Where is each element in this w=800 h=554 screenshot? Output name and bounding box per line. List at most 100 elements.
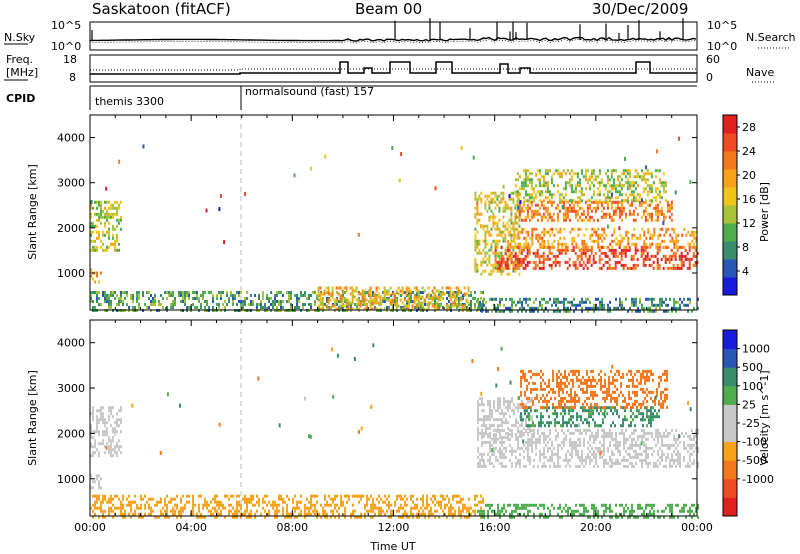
heatmap-cell [234,294,236,297]
heatmap-cell [652,196,655,200]
heatmap-cell [592,200,595,204]
heatmap-cell [585,455,587,459]
heatmap-cell [499,300,501,304]
heatmap-cell [220,297,222,300]
heatmap-cell [591,452,593,456]
heatmap-cell [448,509,450,513]
heatmap-cell [420,497,422,501]
heatmap-cell [575,464,577,468]
freq-tick-bottom: 8 [69,71,76,84]
heatmap-cell [563,437,565,441]
heatmap-cell [112,436,114,440]
heatmap-cell [491,461,493,465]
heatmap-cell [631,461,633,465]
heatmap-cell [509,437,511,441]
heatmap-cell [118,300,120,303]
heatmap-cell [387,298,390,302]
heatmap-cell [276,503,278,507]
heatmap-cell [104,494,106,498]
heatmap-cell [400,494,402,498]
heatmap-cell [525,300,527,304]
heatmap-cell [487,400,489,404]
heatmap-cell [654,409,656,413]
heatmap-cell [614,409,616,413]
heatmap-cell [401,289,404,293]
heatmap-cell [600,245,603,249]
heatmap-cell [92,503,94,507]
heatmap-cell [526,178,529,182]
heatmap-cell [504,233,507,237]
heatmap-cell [372,497,374,501]
heatmap-cell [416,497,418,501]
heatmap-cell [680,266,683,270]
heatmap-cell [116,236,118,240]
heatmap-cell [595,434,597,438]
heatmap-cell [493,437,495,441]
heatmap-cell [110,497,112,501]
heatmap-cell [118,506,120,510]
power-colorbar-label: Power [dB] [758,182,771,242]
heatmap-cell [98,203,100,207]
heatmap-cell [662,172,665,176]
heatmap-cell [487,440,489,444]
heatmap-cell [520,384,522,388]
heatmap-cell [304,294,306,297]
heatmap-cell [523,227,526,231]
heatmap-cell [542,181,545,185]
heatmap-cell [550,218,553,222]
heatmap-cell [126,497,128,501]
heatmap-cell [590,175,593,179]
heatmap-cell [519,434,521,438]
heatmap-cell [349,292,352,296]
heatmap-cell [553,446,555,450]
heatmap-cell [90,474,92,478]
heatmap-cell [522,203,525,207]
heatmap-cell [335,286,338,290]
heatmap-cell [524,199,527,203]
heatmap-cell [604,415,606,419]
heatmap-cell [517,421,519,425]
heatmap-cell [639,446,641,450]
heatmap-cell [631,309,633,313]
heatmap-cell [434,494,436,498]
heatmap-cell [603,245,606,249]
heatmap-cell [649,242,652,246]
heatmap-cell [639,233,642,237]
heatmap-cell [678,254,681,258]
heatmap-cell [526,169,529,173]
heatmap-cell [625,245,628,249]
heatmap-cell [516,209,519,213]
heatmap-cell [531,446,533,450]
heatmap-cell [517,427,519,431]
heatmap-cell [623,431,625,435]
heatmap-cell [505,431,507,435]
heatmap-cell [575,440,577,444]
power-x-ticks [89,115,698,310]
heatmap-cell [122,291,124,294]
heatmap-cell [693,230,696,234]
heatmap-cell [615,461,617,465]
heatmap-cell [226,294,228,297]
heatmap-cell [604,254,607,258]
heatmap-cell [202,506,204,510]
heatmap-cell [572,199,575,203]
heatmap-cell [404,494,406,498]
heatmap-cell [459,289,462,293]
heatmap-cell [533,434,535,438]
heatmap-cell [583,440,585,444]
heatmap-cell [110,500,112,504]
heatmap-cell [102,230,104,234]
heatmap-cell [494,200,497,204]
heatmap-cell [110,291,112,294]
heatmap-cell [517,461,519,465]
heatmap-cell [92,515,94,519]
heatmap-cell [604,199,607,203]
heatmap-cell [596,181,599,185]
heatmap-cell [673,306,675,310]
heatmap-cell [687,434,689,438]
heatmap-cell [537,431,539,435]
heatmap-cell [566,212,569,216]
heatmap-cell [670,206,673,210]
heatmap-cell [310,503,312,507]
heatmap-cell [118,297,120,300]
